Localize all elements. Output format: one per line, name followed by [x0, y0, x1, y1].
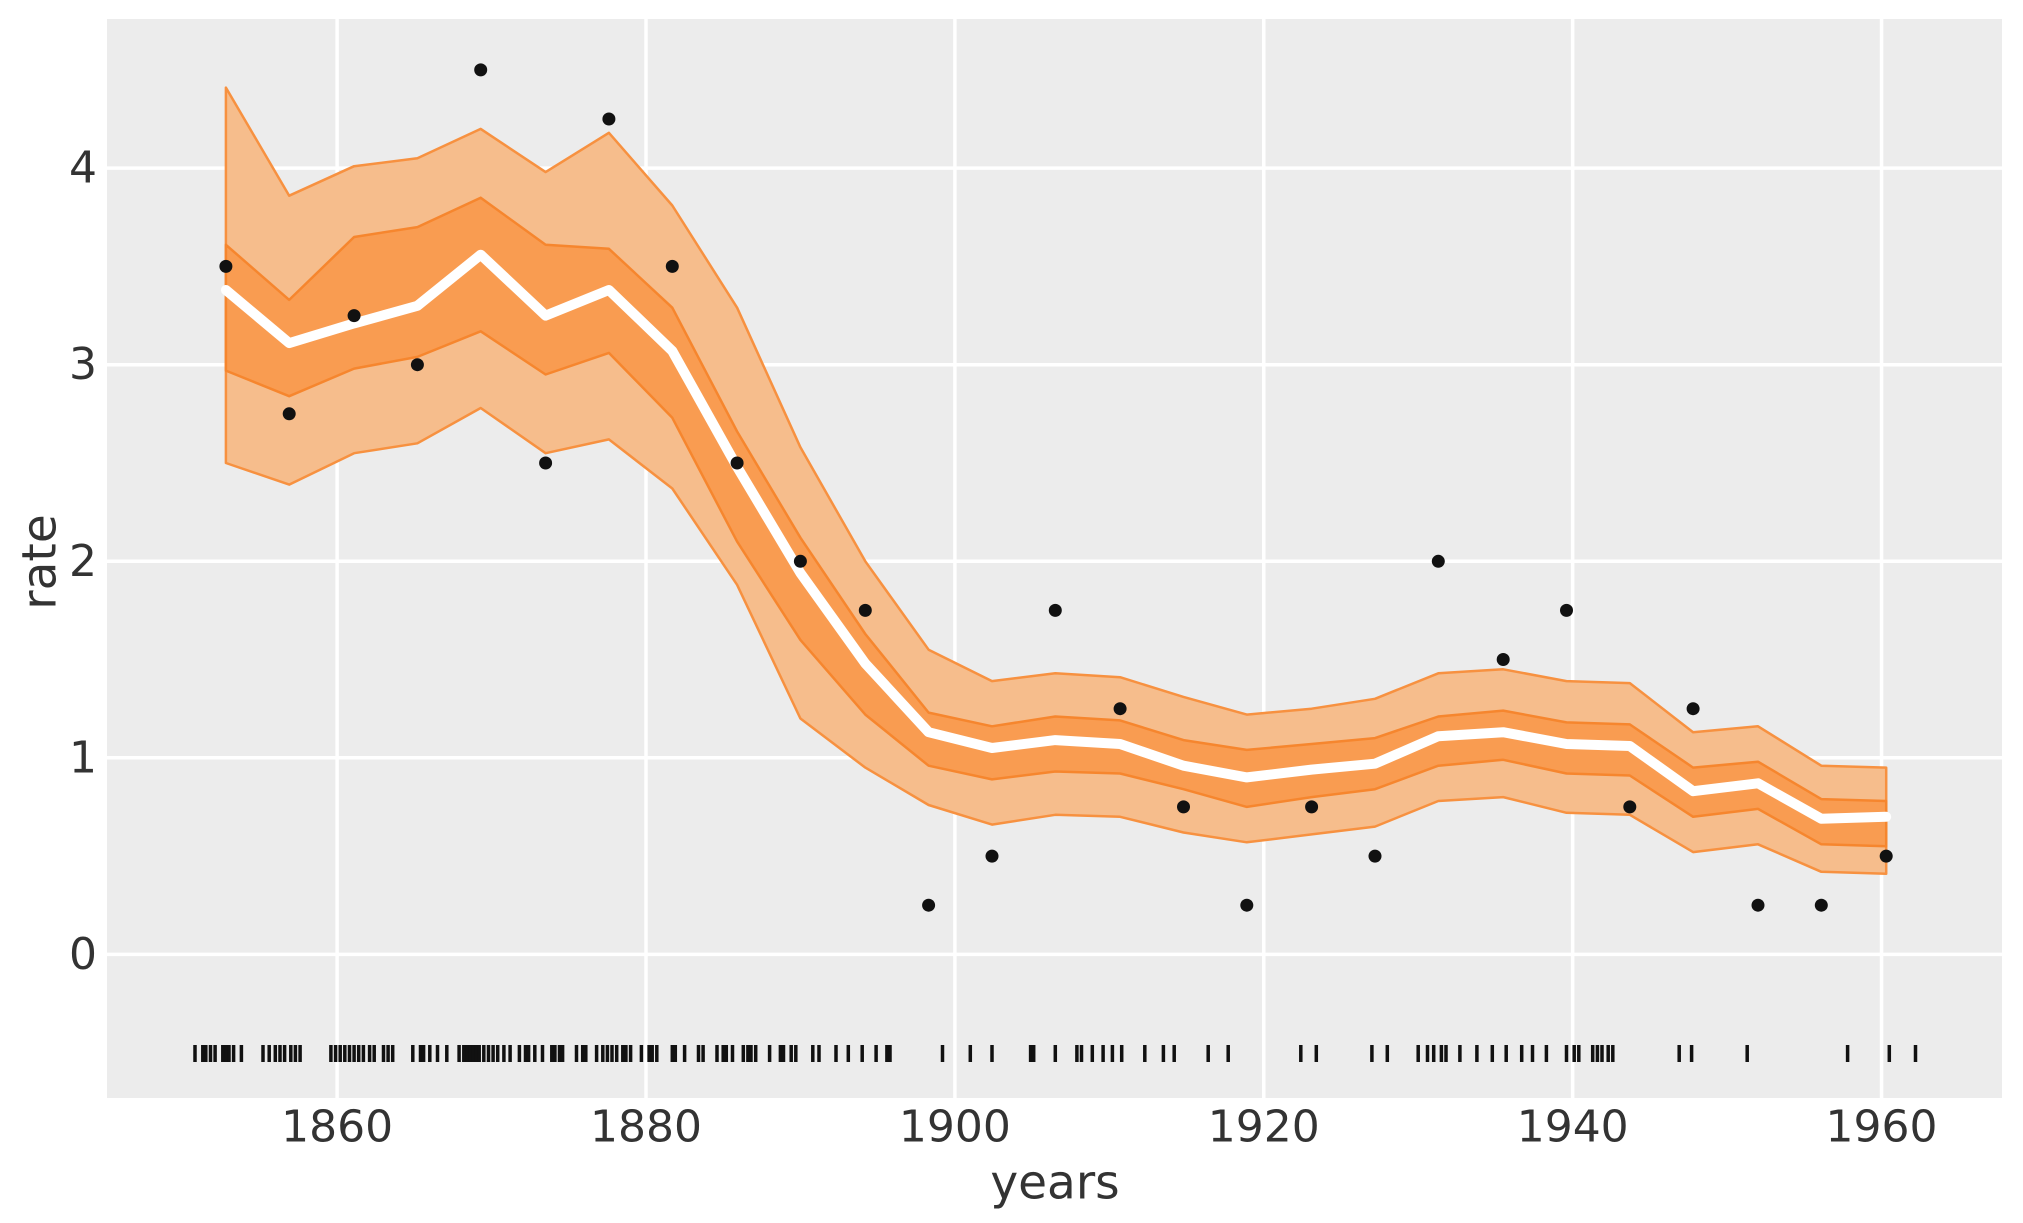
data-point	[410, 358, 424, 372]
data-point	[1048, 603, 1062, 617]
x-axis-title: years	[990, 1155, 1120, 1211]
data-point	[474, 63, 488, 77]
data-point	[1240, 898, 1254, 912]
x-tick-label: 1920	[1208, 1102, 1320, 1153]
y-tick-label: 2	[69, 536, 97, 587]
data-point	[602, 112, 616, 126]
data-point	[1368, 849, 1382, 863]
data-point	[985, 849, 999, 863]
data-point	[793, 554, 807, 568]
data-point	[539, 456, 553, 470]
data-point	[347, 309, 361, 323]
data-point	[1113, 702, 1127, 716]
data-point	[282, 407, 296, 421]
x-tick-label: 1860	[281, 1102, 393, 1153]
data-point	[1751, 898, 1765, 912]
data-point	[219, 259, 233, 273]
posterior-mean-rate	[220, 249, 1892, 824]
x-tick-label: 1880	[590, 1102, 702, 1153]
data-point	[1686, 702, 1700, 716]
data-point	[730, 456, 744, 470]
data-point	[922, 898, 936, 912]
y-tick-label: 0	[69, 929, 97, 980]
data-point	[1431, 554, 1445, 568]
y-tick-label: 3	[69, 339, 97, 390]
y-tick-label: 1	[69, 732, 97, 783]
data-point	[1879, 849, 1893, 863]
x-tick-label: 1900	[899, 1102, 1011, 1153]
data-point	[1623, 800, 1637, 814]
x-tick-label: 1960	[1826, 1102, 1938, 1153]
data-point	[858, 603, 872, 617]
data-point	[1177, 800, 1190, 814]
y-axis-title: rate	[12, 514, 68, 610]
data-point	[1814, 898, 1828, 912]
data-point	[1560, 603, 1573, 617]
y-tick-label: 4	[69, 143, 97, 194]
data-point	[665, 259, 679, 273]
data-point	[1496, 653, 1510, 666]
x-tick-label: 1940	[1517, 1102, 1629, 1153]
data-point	[1305, 800, 1319, 814]
hdi-inner-band	[224, 196, 1888, 848]
